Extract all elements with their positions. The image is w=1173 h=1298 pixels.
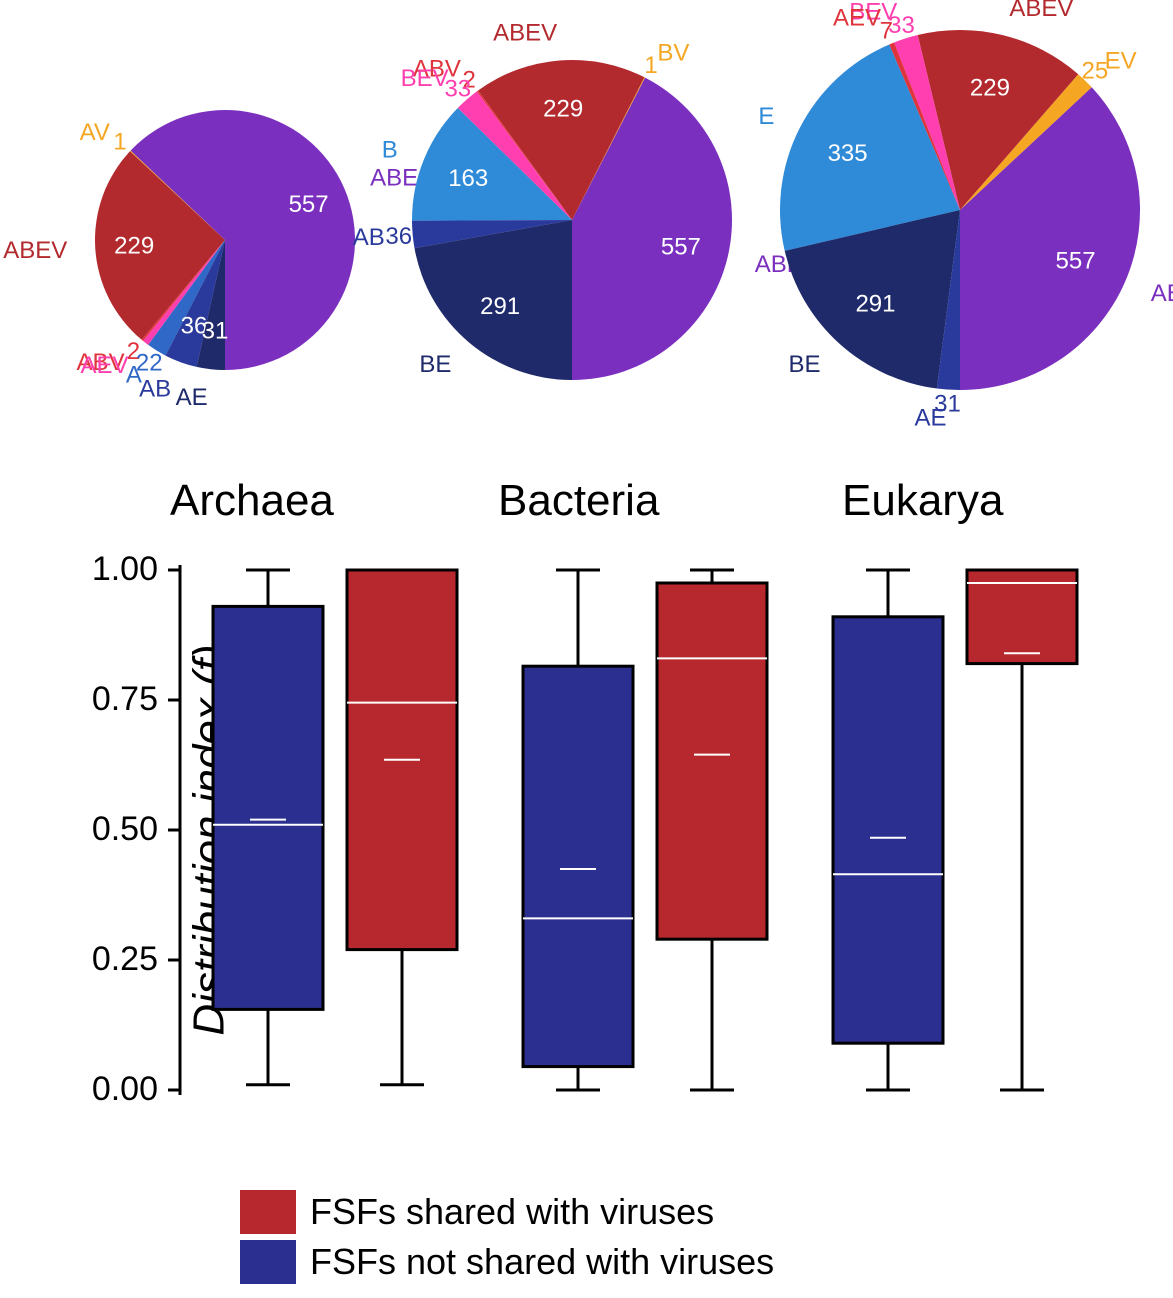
legend-label: FSFs not shared with viruses [310,1241,774,1283]
box-eukarya-notshared [833,617,943,1043]
y-tick-label: 0.75 [58,680,158,719]
y-tick-label: 0.50 [58,810,158,849]
title-bacteria: Bacteria [498,476,659,526]
legend-swatch [240,1190,296,1234]
slice-label-AE: AE [176,384,208,411]
box-bacteria-shared [657,583,767,939]
box-archaea-notshared [213,606,323,1009]
slice-label-ABEV: ABEV [1009,0,1073,22]
legend-item: FSFs not shared with viruses [240,1240,774,1284]
slice-label-AB: AB [353,224,385,251]
slice-value-AEV: 7 [880,18,893,45]
legend: FSFs shared with viruses FSFs not shared … [240,1190,774,1290]
pie-charts-area: 557ABE1AV229ABEV2ABVAEV22A36AB31AE557ABE… [0,0,1173,470]
boxplot [120,560,1120,1120]
y-tick-label: 0.00 [58,1070,158,1109]
slice-label-BEV: BEV [401,65,449,92]
title-archaea: Archaea [170,476,334,526]
box-eukarya-shared [967,570,1077,664]
slice-label-ABE: ABE [1151,280,1173,307]
slice-label-ABEV: ABEV [493,20,557,47]
box-bacteria-notshared [523,666,633,1066]
slice-value-BE: 291 [855,290,895,317]
slice-label-AB: AB [139,376,171,403]
slice-value-ABEV: 229 [114,233,154,260]
y-tick-label: 1.00 [58,550,158,589]
slice-label-B: B [382,136,398,163]
slice-value-AE: 31 [202,317,229,344]
slice-label-AV: AV [80,119,110,146]
slice-label-AE: AE [915,405,947,432]
y-tick-label: 0.25 [58,940,158,979]
slice-value-BV: 1 [644,52,657,79]
slice-label-AEV: AEV [81,352,129,379]
slice-value-AV: 1 [113,128,126,155]
legend-label: FSFs shared with viruses [310,1191,714,1233]
slice-label-BE: BE [419,351,451,378]
slice-value-E: 335 [828,140,868,167]
slice-label-ABEV: ABEV [3,237,67,264]
slice-value-ABEV: 229 [543,95,583,122]
slice-value-ABEV: 229 [970,75,1010,102]
slice-value-ABE: 557 [1056,247,1096,274]
legend-swatch [240,1240,296,1284]
slice-label-AEV: AEV [833,5,881,32]
slice-label-BE: BE [788,351,820,378]
slice-label-EV: EV [1105,47,1137,74]
title-eukarya: Eukarya [842,476,1003,526]
legend-item: FSFs shared with viruses [240,1190,774,1234]
slice-value-AB: 36 [385,223,412,250]
pie-eukarya: 557ABE25EV229ABEV33BEV7AEV335E291BE31AE [680,0,1173,490]
slice-value-BE: 291 [480,293,520,320]
slice-label-E: E [758,103,774,130]
slice-value-B: 163 [448,165,488,192]
